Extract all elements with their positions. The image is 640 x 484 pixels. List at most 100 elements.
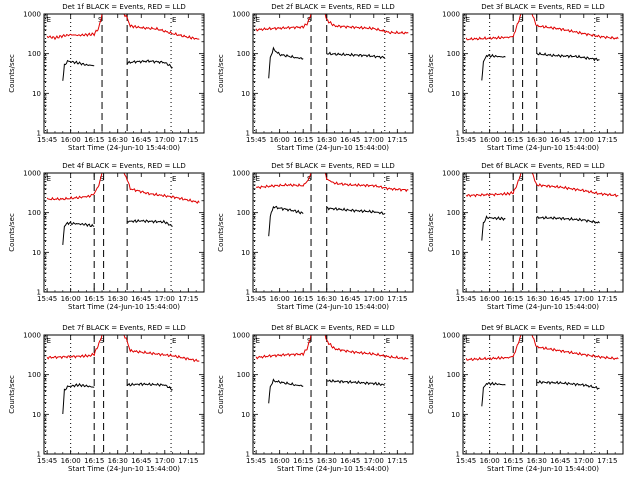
x-tick-label: 17:15 [597,136,617,144]
marker-label: E [386,16,390,24]
y-tick-label: 10 [32,249,41,257]
panel-title: Det 3f BLACK = Events, RED = LLD [481,3,604,11]
x-tick-label: 17:15 [597,295,617,303]
y-axis-label: Counts/sec [217,54,225,93]
x-tick-label: 16:15 [503,295,523,303]
y-tick-label: 1 [37,289,41,297]
panel-title: Det 9f BLACK = Events, RED = LLD [481,324,604,332]
marker-label: E [596,337,600,345]
events-series-line [536,215,600,224]
panel-title: Det 2f BLACK = Events, RED = LLD [271,3,394,11]
lld-series-line [255,334,409,360]
panel-det-5: Det 5f BLACK = Events, RED = LLD E S E 1 10 10… [217,162,414,311]
y-tick-label: 1 [456,451,460,459]
marker-label: E [386,337,390,345]
x-tick-label: 16:00 [61,457,81,465]
marker-label: S [100,175,105,183]
y-tick-label: 1000 [23,332,41,340]
y-axis-label: Counts/sec [217,213,225,252]
x-tick-label: 17:15 [387,136,407,144]
marker-label: E [172,175,176,183]
plot-frame [462,13,624,134]
y-tick-label: 1000 [23,170,41,178]
y-tick-label: 100 [28,50,41,58]
x-tick-label: 16:45 [340,457,360,465]
x-tick-label: 16:45 [131,136,151,144]
x-tick-label: 16:45 [131,457,151,465]
y-tick-label: 1000 [232,170,250,178]
plot-frame [462,334,624,455]
marker-label: S [307,16,312,24]
events-series-line [326,206,386,215]
marker-label: E [596,16,600,24]
y-tick-label: 1 [456,130,460,138]
events-series-line [126,219,173,227]
x-tick-label: 15:45 [246,457,266,465]
y-axis-label: Counts/sec [427,54,435,93]
x-tick-label: 16:45 [131,295,151,303]
y-axis-label: Counts/sec [8,375,16,414]
panel-title: Det 4f BLACK = Events, RED = LLD [62,162,185,170]
x-tick-label: 15:45 [37,136,57,144]
y-tick-label: 1000 [232,11,250,19]
x-tick-label: 17:00 [364,457,384,465]
events-series-line [481,215,506,241]
y-axis-label: Counts/sec [427,213,435,252]
events-series-line [481,381,506,407]
marker-label: E [47,175,51,183]
x-tick-label: 17:15 [178,295,198,303]
y-tick-label: 100 [28,371,41,379]
y-tick-label: 1000 [442,11,460,19]
y-axis-label: Counts/sec [427,375,435,414]
x-tick-label: 17:15 [387,295,407,303]
y-tick-label: 10 [451,411,460,419]
y-axis-label: Counts/sec [8,54,16,93]
x-tick-label: 16:15 [293,457,313,465]
x-tick-label: 15:45 [37,457,57,465]
x-tick-label: 16:15 [84,136,104,144]
marker-label: S [307,175,312,183]
events-series-line [62,221,95,245]
y-tick-label: 10 [32,411,41,419]
x-tick-label: 16:30 [108,136,128,144]
x-tick-label: 16:30 [527,295,547,303]
x-tick-label: 16:30 [317,457,337,465]
y-tick-label: 100 [237,209,250,217]
x-tick-label: 16:15 [84,295,104,303]
x-tick-label: 15:45 [456,457,476,465]
marker-label: E [466,175,470,183]
x-tick-label: 16:15 [293,295,313,303]
events-series-line [481,53,506,81]
x-axis-label: Start Time (24-Jun-10 15:44:00) [277,465,389,473]
x-tick-label: 15:45 [37,295,57,303]
marker-label: E [466,16,470,24]
y-tick-label: 1000 [442,332,460,340]
x-tick-label: 16:30 [108,457,128,465]
events-series-line [268,205,304,237]
y-tick-label: 100 [237,371,250,379]
panel-det-7: Det 7f BLACK = Events, RED = LLD E S E 1 10 10… [8,324,205,473]
marker-label: E [47,16,51,24]
x-axis-label: Start Time (24-Jun-10 15:44:00) [68,465,180,473]
x-tick-label: 17:00 [364,295,384,303]
x-tick-label: 17:00 [574,136,594,144]
x-tick-label: 16:45 [340,295,360,303]
events-series-line [536,51,600,62]
x-tick-label: 16:15 [84,457,104,465]
panel-det-6: Det 6f BLACK = Events, RED = LLD E S E 1 10 10… [427,162,624,311]
x-tick-label: 16:00 [480,136,500,144]
y-tick-label: 10 [451,90,460,98]
events-series-line [62,382,95,415]
x-tick-label: 16:30 [527,136,547,144]
marker-label: E [596,175,600,183]
panel-det-2: Det 2f BLACK = Events, RED = LLD E S E 1 10 10… [217,3,414,152]
x-tick-label: 16:30 [317,136,337,144]
marker-label: S [519,175,524,183]
x-tick-label: 17:15 [597,457,617,465]
y-tick-label: 10 [32,90,41,98]
marker-label: E [386,175,390,183]
y-tick-label: 1 [246,289,250,297]
